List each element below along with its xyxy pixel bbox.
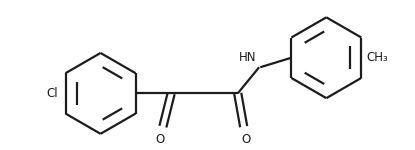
Text: O: O	[156, 133, 165, 146]
Text: CH₃: CH₃	[366, 51, 388, 64]
Text: HN: HN	[239, 51, 257, 64]
Text: O: O	[242, 133, 251, 146]
Text: Cl: Cl	[47, 87, 59, 100]
